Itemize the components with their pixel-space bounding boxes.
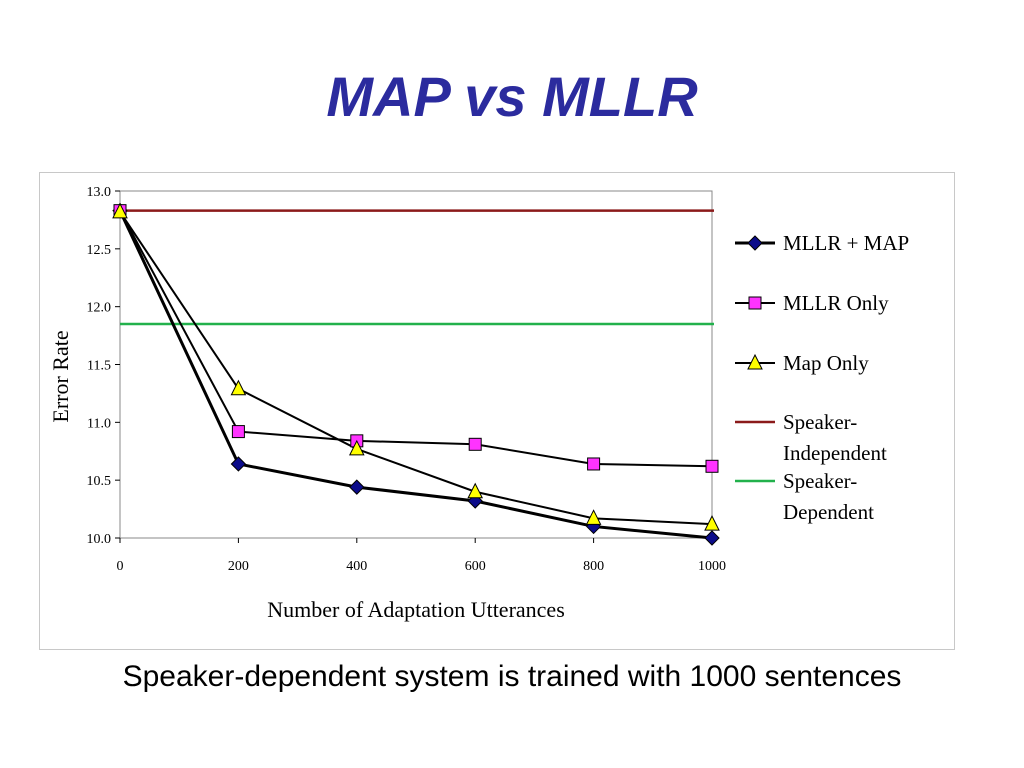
x-tick-label: 200 (228, 559, 249, 574)
series-line-mllr-only (119, 210, 713, 468)
data-point-mllr-only (587, 457, 601, 471)
x-axis-label: Number of Adaptation Utterances (267, 597, 565, 622)
data-point-map-only (467, 482, 484, 499)
legend-label-speaker-dependent: Speaker- (783, 469, 857, 493)
data-point-map-only (230, 379, 247, 396)
legend-marker-map-only (747, 353, 763, 370)
data-point-mllr-map (349, 479, 365, 495)
chart-frame: 10.0 10.5 11.0 11.5 12.0 12.5 13.0 0 200 400 600 80… (39, 172, 955, 650)
legend-label-speaker-independent: Independent (783, 441, 887, 465)
legend-label-speaker-dependent: Dependent (783, 500, 874, 524)
data-point-mllr-only (705, 459, 719, 473)
x-tick-label: 400 (346, 559, 367, 574)
data-point-map-only (348, 439, 365, 456)
data-point-map-only (585, 509, 602, 525)
data-point-map-only (112, 202, 128, 219)
y-tick-label: 10.0 (87, 532, 112, 547)
y-axis-label: Error Rate (48, 330, 73, 422)
y-tick-label: 12.0 (87, 301, 112, 316)
legend-marker-mllr-only (748, 296, 762, 310)
data-point-mllr-only (468, 437, 482, 451)
y-tick-label: 11.5 (87, 359, 111, 374)
data-point-mllr-only (231, 425, 245, 439)
plot-area (119, 190, 713, 539)
legend-label-map-only: Map Only (783, 351, 869, 375)
x-tick-label: 600 (465, 559, 486, 574)
y-tick-label: 10.5 (87, 474, 112, 489)
legend-label-mllr-map: MLLR + MAP (783, 231, 909, 255)
data-point-mllr-map (704, 530, 720, 546)
x-tick-label: 0 (117, 559, 124, 574)
data-point-map-only (704, 515, 720, 531)
y-tick-label: 11.0 (87, 416, 111, 431)
series-line-mllr-map (118, 210, 713, 540)
legend-marker-mllr-map (747, 235, 763, 251)
y-tick-label: 13.0 (87, 185, 112, 200)
legend-label-mllr-only: MLLR Only (783, 291, 889, 315)
data-point-mllr-map (230, 456, 247, 472)
legend-label-speaker-independent: Speaker- (783, 410, 857, 434)
series-line-map-only (119, 211, 713, 526)
line-chart: 10.0 10.5 11.0 11.5 12.0 12.5 13.0 0 200 400 600 80… (48, 185, 909, 622)
x-tick-label: 1000 (698, 559, 726, 574)
slide-title: MAP vs MLLR (326, 65, 698, 128)
x-tick-label: 800 (583, 559, 604, 574)
y-tick-label: 12.5 (87, 243, 112, 258)
slide-caption: Speaker-dependent system is trained with… (122, 660, 902, 693)
